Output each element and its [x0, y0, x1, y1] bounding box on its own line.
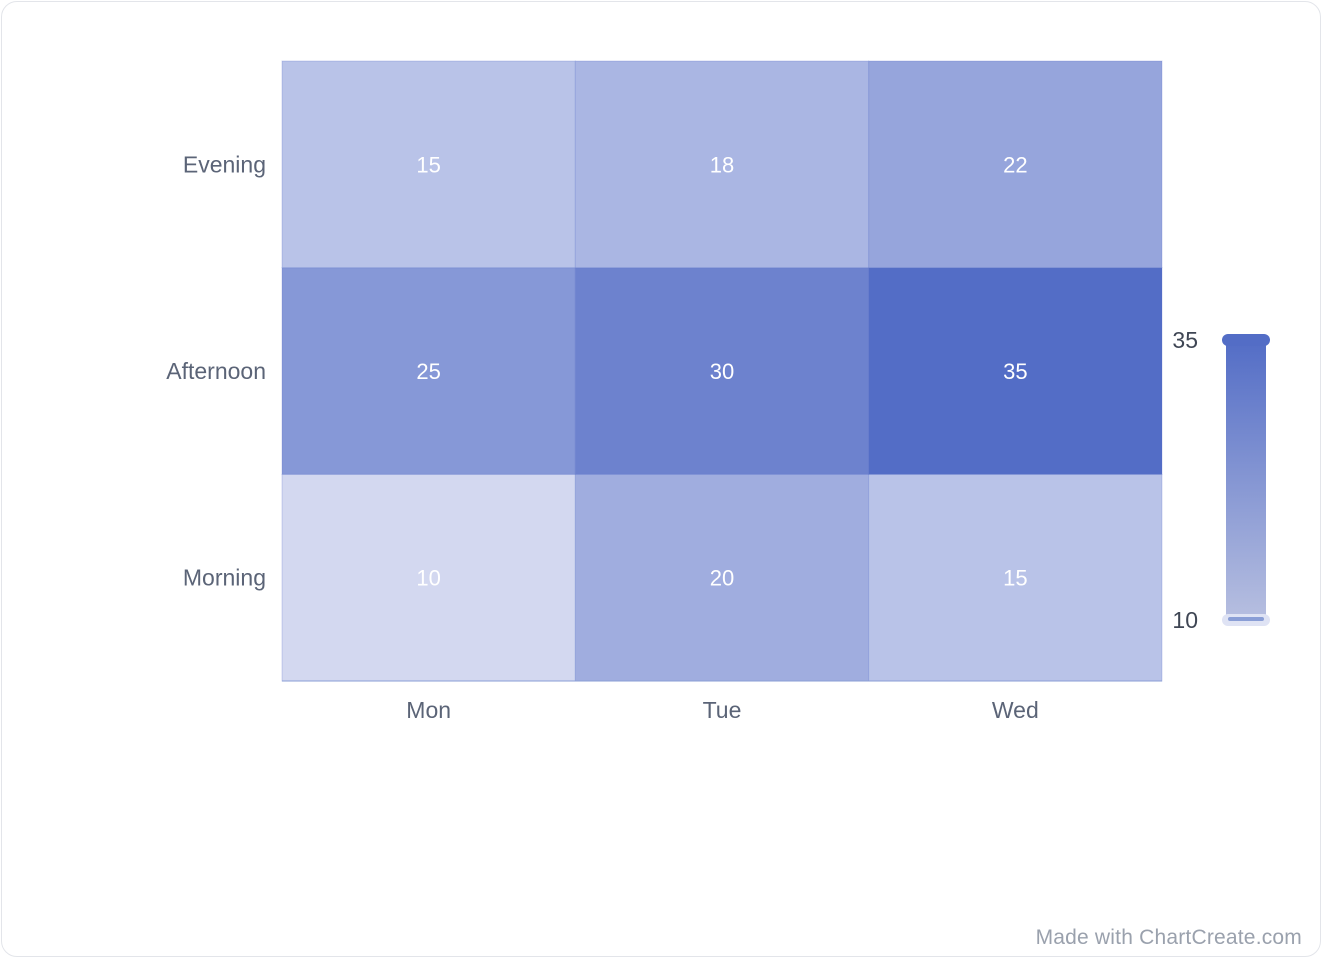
- y-axis-tick-label: Morning: [183, 565, 266, 591]
- heatmap-cells: 10 20 15 25 30 35 15 18 22: [281, 60, 1163, 682]
- x-axis-tick-label: Tue: [703, 697, 742, 723]
- cell-value-label: 18: [710, 152, 734, 177]
- y-axis-tick-label: Afternoon: [166, 358, 266, 384]
- heatmap-cell[interactable]: [574, 473, 870, 682]
- visual-map-min-handle-inner: [1228, 617, 1264, 621]
- cell-value-label: 30: [710, 359, 734, 384]
- watermark: Made with ChartCreate.com: [1035, 926, 1302, 949]
- cell-value-label: 35: [1003, 359, 1027, 384]
- cell-value-label: 15: [416, 152, 440, 177]
- visual-map-gradient-bar: [1226, 340, 1266, 620]
- visual-map-min-label: 10: [1172, 607, 1198, 633]
- cell-value-label: 10: [416, 566, 440, 591]
- cell-value-label: 15: [1003, 566, 1027, 591]
- heatmap-cell[interactable]: [281, 267, 576, 475]
- heatmap-cell[interactable]: [574, 60, 870, 269]
- visual-map-max-label: 35: [1172, 327, 1198, 353]
- cell-value-label: 20: [710, 566, 734, 591]
- heatmap-cell[interactable]: [574, 267, 870, 475]
- heatmap-cell[interactable]: [281, 473, 576, 682]
- visual-map: 35 10: [1172, 327, 1270, 633]
- x-axis-tick-label: Mon: [406, 697, 451, 723]
- heatmap-cell[interactable]: [868, 267, 1163, 475]
- cell-value-label: 22: [1003, 152, 1027, 177]
- heatmap-cell[interactable]: [281, 60, 576, 269]
- visual-map-max-handle[interactable]: [1222, 334, 1270, 346]
- heatmap-cell[interactable]: [868, 473, 1163, 682]
- heatmap-cell[interactable]: [868, 60, 1163, 269]
- y-axis-tick-label: Evening: [183, 151, 266, 177]
- x-axis-labels: Mon Tue Wed: [282, 680, 1162, 723]
- x-axis-tick-label: Wed: [992, 697, 1039, 723]
- y-axis-labels: Morning Afternoon Evening: [166, 151, 266, 590]
- cell-value-label: 25: [416, 359, 440, 384]
